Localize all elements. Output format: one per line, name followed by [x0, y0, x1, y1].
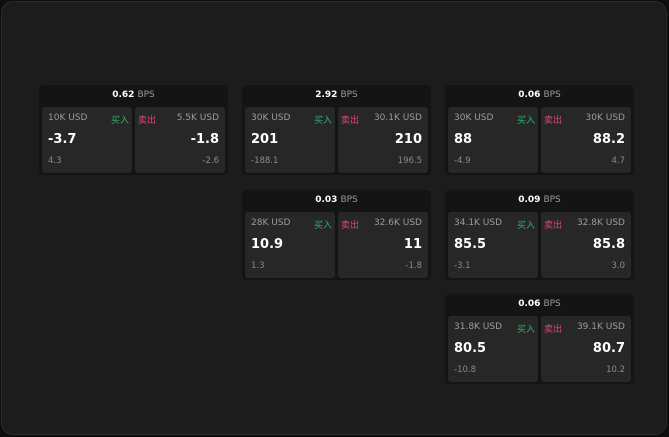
- spread-value: 0.62: [112, 90, 135, 100]
- spread-header: 0.06 BPS: [445, 294, 634, 315]
- quote-card: 2.92 BPS 30K USD 买入 201 -188.1 卖出 30.1K U…: [242, 85, 431, 175]
- sell-panel[interactable]: 卖出 32.6K USD 11 -1.8: [338, 212, 428, 278]
- sell-label[interactable]: 卖出: [138, 116, 157, 126]
- sell-panel[interactable]: 卖出 5.5K USD -1.8 -2.6: [135, 107, 225, 173]
- buy-label[interactable]: 买入: [516, 116, 535, 126]
- sell-panel[interactable]: 卖出 32.8K USD 85.8 3.0: [541, 212, 631, 278]
- ask-size: 39.1K USD: [576, 322, 625, 332]
- ask-change: -2.6: [202, 156, 219, 166]
- sell-label[interactable]: 卖出: [544, 325, 563, 335]
- bid-size: 34.1K USD: [454, 218, 503, 228]
- spread-value: 0.09: [518, 195, 541, 205]
- ask-change: -1.8: [405, 261, 422, 271]
- spread-value: 2.92: [315, 90, 338, 100]
- ask-price: 88.2: [592, 132, 625, 147]
- ask-size: 30.1K USD: [373, 113, 422, 123]
- buy-label[interactable]: 买入: [516, 221, 535, 231]
- ask-change: 196.5: [397, 156, 422, 166]
- bid-price: 10.9: [251, 237, 284, 252]
- bid-change: 4.3: [48, 156, 62, 166]
- spread-value: 0.06: [518, 90, 541, 100]
- spread-unit: BPS: [543, 195, 561, 205]
- spread-unit: BPS: [137, 90, 155, 100]
- spread-unit: BPS: [340, 195, 358, 205]
- spread-header: 0.62 BPS: [39, 85, 228, 106]
- buy-panel[interactable]: 34.1K USD 买入 85.5 -3.1: [448, 212, 538, 278]
- bid-price: -3.7: [48, 132, 77, 147]
- spread-unit: BPS: [543, 299, 561, 309]
- bid-change: -4.9: [454, 156, 471, 166]
- sell-label[interactable]: 卖出: [544, 221, 563, 231]
- ask-price: -1.8: [190, 132, 219, 147]
- ask-change: 10.2: [606, 365, 625, 375]
- ask-size: 32.8K USD: [576, 218, 625, 228]
- quote-card: 0.03 BPS 28K USD 买入 10.9 1.3 卖出 32.6K USD…: [242, 190, 431, 280]
- sell-label[interactable]: 卖出: [544, 116, 563, 126]
- sell-panel[interactable]: 卖出 30.1K USD 210 196.5: [338, 107, 428, 173]
- ask-price: 210: [394, 132, 422, 147]
- spread-header: 0.03 BPS: [242, 190, 431, 211]
- bid-change: -188.1: [251, 156, 279, 166]
- bid-change: 1.3: [251, 261, 265, 271]
- spread-header: 0.06 BPS: [445, 85, 634, 106]
- buy-label[interactable]: 买入: [313, 116, 332, 126]
- bid-price: 85.5: [454, 237, 487, 252]
- buy-panel[interactable]: 31.8K USD 买入 80.5 -10.8: [448, 316, 538, 382]
- quote-card: 0.62 BPS 10K USD 买入 -3.7 4.3 卖出 5.5K USD …: [39, 85, 228, 175]
- ask-size: 5.5K USD: [176, 113, 219, 123]
- buy-panel[interactable]: 30K USD 买入 201 -188.1: [245, 107, 335, 173]
- buy-panel[interactable]: 10K USD 买入 -3.7 4.3: [42, 107, 132, 173]
- bid-change: -3.1: [454, 261, 471, 271]
- spread-value: 0.06: [518, 299, 541, 309]
- sell-label[interactable]: 卖出: [341, 221, 360, 231]
- buy-panel[interactable]: 30K USD 买入 88 -4.9: [448, 107, 538, 173]
- bid-size: 30K USD: [251, 113, 291, 123]
- ask-price: 80.7: [592, 341, 625, 356]
- bid-price: 88: [454, 132, 473, 147]
- buy-label[interactable]: 买入: [516, 325, 535, 335]
- bid-size: 30K USD: [454, 113, 494, 123]
- ask-size: 30K USD: [585, 113, 625, 123]
- spread-unit: BPS: [543, 90, 561, 100]
- buy-panel[interactable]: 28K USD 买入 10.9 1.3: [245, 212, 335, 278]
- sell-panel[interactable]: 卖出 39.1K USD 80.7 10.2: [541, 316, 631, 382]
- buy-label[interactable]: 买入: [110, 116, 129, 126]
- bid-price: 80.5: [454, 341, 487, 356]
- sell-panel[interactable]: 卖出 30K USD 88.2 4.7: [541, 107, 631, 173]
- quote-card: 0.09 BPS 34.1K USD 买入 85.5 -3.1 卖出 32.8K …: [445, 190, 634, 280]
- ask-size: 32.6K USD: [373, 218, 422, 228]
- spread-unit: BPS: [340, 90, 358, 100]
- bid-size: 10K USD: [48, 113, 88, 123]
- buy-label[interactable]: 买入: [313, 221, 332, 231]
- spread-header: 0.09 BPS: [445, 190, 634, 211]
- sell-label[interactable]: 卖出: [341, 116, 360, 126]
- bid-price: 201: [251, 132, 279, 147]
- ask-change: 4.7: [611, 156, 625, 166]
- quote-card: 0.06 BPS 30K USD 买入 88 -4.9 卖出 30K USD 88…: [445, 85, 634, 175]
- bid-size: 31.8K USD: [454, 322, 503, 332]
- spread-value: 0.03: [315, 195, 338, 205]
- spread-header: 2.92 BPS: [242, 85, 431, 106]
- bid-change: -10.8: [454, 365, 476, 375]
- ask-price: 85.8: [592, 237, 625, 252]
- ask-change: 3.0: [611, 261, 625, 271]
- ask-price: 11: [403, 237, 422, 252]
- bid-size: 28K USD: [251, 218, 291, 228]
- quote-card: 0.06 BPS 31.8K USD 买入 80.5 -10.8 卖出 39.1K…: [445, 294, 634, 384]
